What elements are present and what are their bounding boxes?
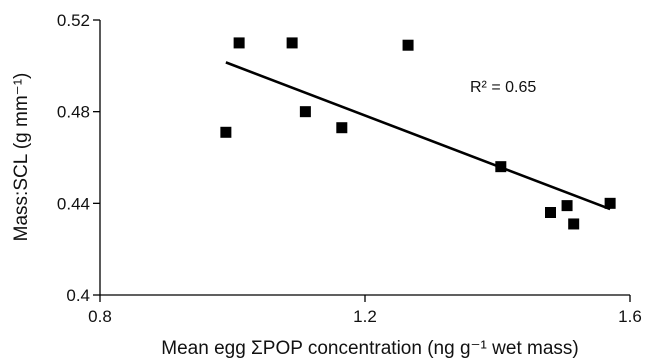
- y-tick-label: 0.48: [57, 103, 90, 122]
- x-axis-title: Mean egg ΣPOP concentration (ng g⁻¹ wet …: [161, 338, 578, 359]
- y-tick-label: 0.4: [66, 286, 90, 305]
- data-point: [233, 37, 245, 49]
- x-ticks: 0.8 1.2 1.6: [88, 295, 642, 326]
- x-tick-label: 1.2: [353, 307, 377, 326]
- x-tick-label: 1.6: [618, 307, 642, 326]
- data-point: [402, 39, 414, 51]
- y-tick-label: 0.44: [57, 194, 90, 213]
- data-point: [286, 37, 298, 49]
- data-points: [220, 37, 616, 230]
- data-point: [545, 207, 556, 218]
- data-point: [336, 122, 348, 134]
- data-point: [604, 197, 616, 209]
- data-point: [561, 200, 573, 212]
- y-ticks: 0.4 0.44 0.48 0.52: [57, 11, 100, 305]
- data-point: [495, 161, 507, 173]
- y-tick-label: 0.52: [57, 11, 90, 30]
- data-point: [220, 126, 232, 138]
- y-axis-title: Mass:SCL (g mm⁻¹): [11, 73, 32, 242]
- x-tick-label: 0.8: [88, 307, 112, 326]
- data-point: [299, 106, 311, 118]
- data-point: [568, 218, 580, 230]
- trend-line: [225, 61, 611, 211]
- r-squared-label: R² = 0.65: [470, 79, 536, 96]
